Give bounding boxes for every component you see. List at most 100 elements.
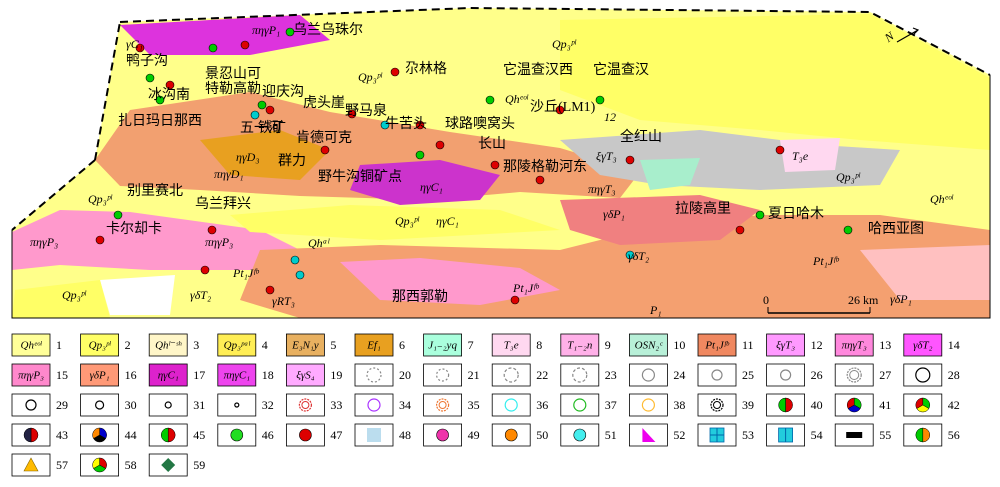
legend-label: Ef₁ (366, 340, 381, 352)
deposit-marker (320, 145, 330, 155)
legend-number: 28 (948, 368, 960, 382)
legend-box (148, 363, 188, 387)
legend-symbol (161, 458, 176, 472)
legend-box (834, 363, 874, 387)
legend-number: 16 (125, 368, 137, 382)
unit-label: Qp₃ᵖˡ (358, 70, 383, 84)
place-label: 乌兰乌珠尔 (293, 22, 363, 38)
unit-patch (12, 280, 110, 318)
legend-number: 52 (673, 428, 685, 442)
unit-patch (12, 210, 300, 270)
deposit-marker (290, 255, 300, 265)
deposit-marker (735, 225, 745, 235)
legend-symbol (30, 427, 39, 443)
legend-symbol (641, 368, 656, 382)
deposit-marker (535, 175, 545, 185)
legend-number: 57 (56, 458, 68, 472)
unit-label: ηγD₃ (236, 150, 260, 164)
legend-symbol (778, 397, 786, 413)
legend-number: 3 (193, 338, 199, 352)
legend-number: 47 (330, 428, 342, 442)
legend-symbol (922, 427, 931, 443)
glacier-patch (100, 275, 175, 315)
deposit-marker (510, 295, 520, 305)
legend-number: 30 (125, 398, 137, 412)
legend-symbol (713, 401, 721, 409)
legend-symbol (167, 427, 176, 443)
unit-label: P₁ (649, 303, 662, 317)
legend-label: πηγT₃ (842, 340, 867, 352)
place-label: 群力 (278, 153, 306, 169)
legend-number: 6 (399, 338, 405, 352)
deposit-marker (595, 95, 605, 105)
deposit-marker (755, 210, 765, 220)
legend-box (491, 333, 531, 357)
scale-start: 0 (763, 293, 769, 307)
legend-number: 21 (468, 368, 480, 382)
unit-label: γC₁ (126, 37, 143, 51)
unit-label: γδT₂ (190, 288, 211, 302)
unit-label: γδT₂ (628, 249, 649, 263)
deposit-marker (485, 95, 495, 105)
legend-box (217, 333, 257, 357)
unit-label: πηγT₃ (588, 182, 616, 196)
deposit-marker (250, 110, 260, 120)
legend-box (217, 393, 257, 417)
legend-number: 10 (673, 338, 685, 352)
unit-label: Qp₃ᵖˡ (836, 170, 861, 184)
legend-number: 46 (262, 428, 274, 442)
unit-label: γδP₁ (890, 292, 912, 306)
unit-label: 12 (604, 110, 616, 124)
legend-label: Pt₁Jᶠᵇ (704, 340, 729, 352)
place-label: 迎庆沟 (262, 84, 304, 100)
legend-number: 43 (56, 428, 68, 442)
deposit-marker (113, 210, 123, 220)
legend-number: 19 (330, 368, 342, 382)
legend-symbol (573, 428, 587, 442)
deposit-marker (95, 235, 105, 245)
deposit-marker (347, 109, 357, 119)
legend-number: 7 (468, 338, 474, 352)
legend-box (491, 393, 531, 417)
legend-box (629, 393, 668, 417)
unit-patch (340, 258, 560, 305)
legend-symbol (23, 427, 32, 443)
legend-number: 38 (673, 398, 685, 412)
deposit-marker (625, 155, 635, 165)
unit-label: πηγD₁ (214, 167, 244, 181)
deposit-marker (240, 40, 250, 50)
deposit-marker (775, 145, 785, 155)
legend-box (11, 393, 51, 417)
legend-symbol (436, 368, 450, 382)
legend-number: 45 (193, 428, 205, 442)
legend-symbol (641, 398, 656, 412)
place-label: 那西郭勒 (392, 288, 448, 305)
legend-number: 22 (536, 368, 548, 382)
deposit-marker (415, 120, 425, 130)
place-label: 肯德可克 (296, 130, 352, 146)
legend-label: OSN₂ᶜ (635, 340, 664, 352)
legend-number: 8 (536, 338, 542, 352)
place-label: 它温查汉 (593, 61, 649, 78)
legend-symbol (779, 369, 792, 381)
deposit-marker (265, 285, 275, 295)
legend-label: T₁₋₂n (567, 340, 593, 352)
north-arrow (896, 27, 920, 43)
unit-label: Qhᵉᵒˡ (930, 192, 954, 206)
unit-label: ηγC₁ (436, 214, 459, 228)
legend-box (80, 393, 119, 417)
unit-label: ξγT₃ (596, 149, 617, 163)
deposit-marker (490, 160, 500, 170)
legend-number: 48 (399, 428, 411, 442)
legend-number: 12 (811, 338, 823, 352)
legend-label: Qp₃ᵖˡ (89, 340, 111, 352)
unit-label: Qp₃ᵖˡ (62, 288, 87, 302)
legend-symbol (23, 457, 39, 472)
place-label: 全红山 (620, 128, 662, 145)
legend-label: ηγC₁ (158, 370, 179, 382)
legend-symbol (711, 369, 723, 381)
legend-box (560, 363, 600, 387)
legend-number: 23 (605, 368, 617, 382)
